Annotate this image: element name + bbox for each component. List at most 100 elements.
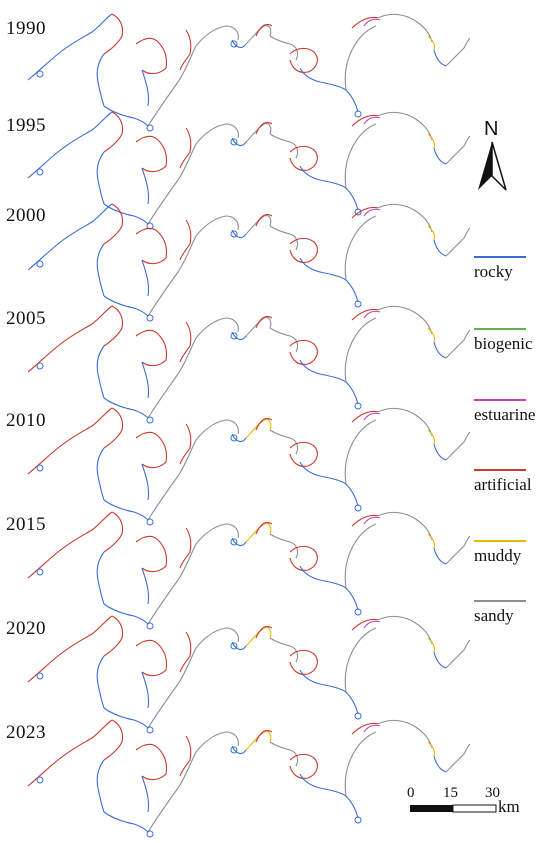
coast-segment-sandy <box>147 647 197 729</box>
coast-segment-artificial <box>255 315 273 329</box>
coast-segment-artificial <box>135 639 168 677</box>
coast-segment-muddy <box>427 637 436 653</box>
coast-segment-sandy <box>377 615 433 645</box>
coast-segment-muddy <box>245 523 272 543</box>
coast-segment-rocky <box>96 655 105 709</box>
coast-segment-artificial <box>135 329 168 367</box>
islet-loop <box>146 518 154 526</box>
coast-segment-rocky <box>103 105 149 127</box>
coast-segment-artificial <box>255 625 273 639</box>
coast-segment-artificial <box>103 111 124 153</box>
coast-segment-artificial <box>351 514 379 527</box>
legend-label-biogenic: biogenic <box>474 334 533 353</box>
year-label-2000: 2000 <box>6 205 46 226</box>
coast-segment-estuarine <box>363 310 381 319</box>
coast-segment-muddy <box>245 419 272 439</box>
coast-segment-rocky <box>96 53 105 107</box>
coast-segment-artificial <box>351 410 379 423</box>
islet-loop <box>354 608 362 616</box>
north-letter: N <box>484 118 499 140</box>
coast-segment-artificial <box>103 305 124 347</box>
coast-segment-sandy <box>445 227 471 257</box>
legend-item-rocky: rocky <box>474 256 534 282</box>
coast-segment-rocky <box>103 603 149 625</box>
coast-segment-artificial <box>135 37 168 75</box>
coast-segment-sandy <box>269 327 299 353</box>
scale-tick-15: 15 <box>443 785 458 801</box>
scale-bar-graphic <box>410 804 497 813</box>
coast-segment-rocky <box>299 461 359 507</box>
legend-label-muddy: muddy <box>474 546 522 565</box>
coastline-1990 <box>27 13 471 132</box>
coast-segment-rocky <box>231 745 247 755</box>
legend-label-rocky: rocky <box>474 262 513 281</box>
coast-segment-rocky <box>141 69 150 107</box>
coast-segment-sandy <box>445 535 471 565</box>
legend-item-artificial: artificial <box>474 469 534 495</box>
coast-segment-rocky <box>96 759 105 813</box>
coast-segment-rocky <box>433 49 447 67</box>
coast-segment-artificial <box>103 615 124 657</box>
coast-segment-artificial <box>289 649 318 675</box>
legend-item-estuarine: estuarine <box>474 399 536 425</box>
islet-loop <box>146 124 154 132</box>
coastline-2015 <box>27 511 471 630</box>
coast-segment-artificial <box>27 511 113 579</box>
legend-swatch-sandy <box>474 600 526 602</box>
islet-loop <box>36 464 44 472</box>
coast-segment-estuarine <box>363 620 381 629</box>
coast-segment-artificial <box>135 535 168 573</box>
coast-segment-sandy <box>445 135 471 165</box>
coast-segment-rocky <box>231 641 247 651</box>
islet-loop <box>146 222 154 230</box>
islet-loop <box>146 416 154 424</box>
coast-segment-rocky <box>141 463 150 501</box>
coast-segment-rocky <box>96 447 105 501</box>
coast-segment-sandy <box>344 627 377 693</box>
coast-segment-sandy <box>147 45 197 127</box>
coast-segment-artificial <box>135 135 168 173</box>
legend-swatch-biogenic <box>474 328 526 330</box>
coast-segment-sandy <box>269 133 299 159</box>
coast-segment-artificial <box>179 527 192 569</box>
coast-segment-sandy <box>245 123 272 143</box>
islet-loop <box>36 168 44 176</box>
coast-segment-sandy <box>445 639 471 669</box>
islet-loop <box>354 712 362 720</box>
north-arrow-icon <box>478 141 507 191</box>
coast-segment-sandy <box>195 731 239 753</box>
coast-segment-estuarine <box>363 116 381 125</box>
north-arrow: N <box>472 118 512 198</box>
coast-segment-artificial <box>27 615 113 683</box>
coast-segment-sandy <box>245 215 272 235</box>
coast-segment-artificial <box>255 121 273 135</box>
year-label-2020: 2020 <box>6 618 46 639</box>
coast-segment-sandy <box>195 627 239 649</box>
islet-loop <box>230 642 238 650</box>
coast-segment-sandy <box>195 523 239 545</box>
coast-segment-artificial <box>179 127 192 169</box>
coast-segment-artificial <box>135 227 168 265</box>
coast-segment-muddy <box>245 731 272 751</box>
coast-segment-artificial <box>179 219 192 261</box>
islet-loop <box>230 230 238 238</box>
coast-segment-sandy <box>344 731 377 797</box>
coast-segment-artificial <box>255 213 273 227</box>
coast-segment-sandy <box>344 523 377 589</box>
coast-segment-estuarine <box>363 18 381 27</box>
coast-segment-artificial <box>255 417 273 431</box>
scale-bar: 0 15 30 km <box>405 785 545 825</box>
coast-segment-rocky <box>96 243 105 297</box>
coast-segment-rocky <box>103 707 149 729</box>
coast-segment-rocky <box>103 499 149 521</box>
coast-segment-sandy <box>147 543 197 625</box>
legend-label-estuarine: estuarine <box>474 405 536 424</box>
legend-swatch-muddy <box>474 540 526 542</box>
coast-segment-sandy <box>377 203 433 233</box>
legend-label-sandy: sandy <box>474 606 514 625</box>
legend-swatch-artificial <box>474 469 526 471</box>
coast-segment-rocky <box>231 537 247 547</box>
legend-item-biogenic: biogenic <box>474 328 534 354</box>
legend-label-artificial: artificial <box>474 475 532 494</box>
year-label-2015: 2015 <box>6 514 46 535</box>
